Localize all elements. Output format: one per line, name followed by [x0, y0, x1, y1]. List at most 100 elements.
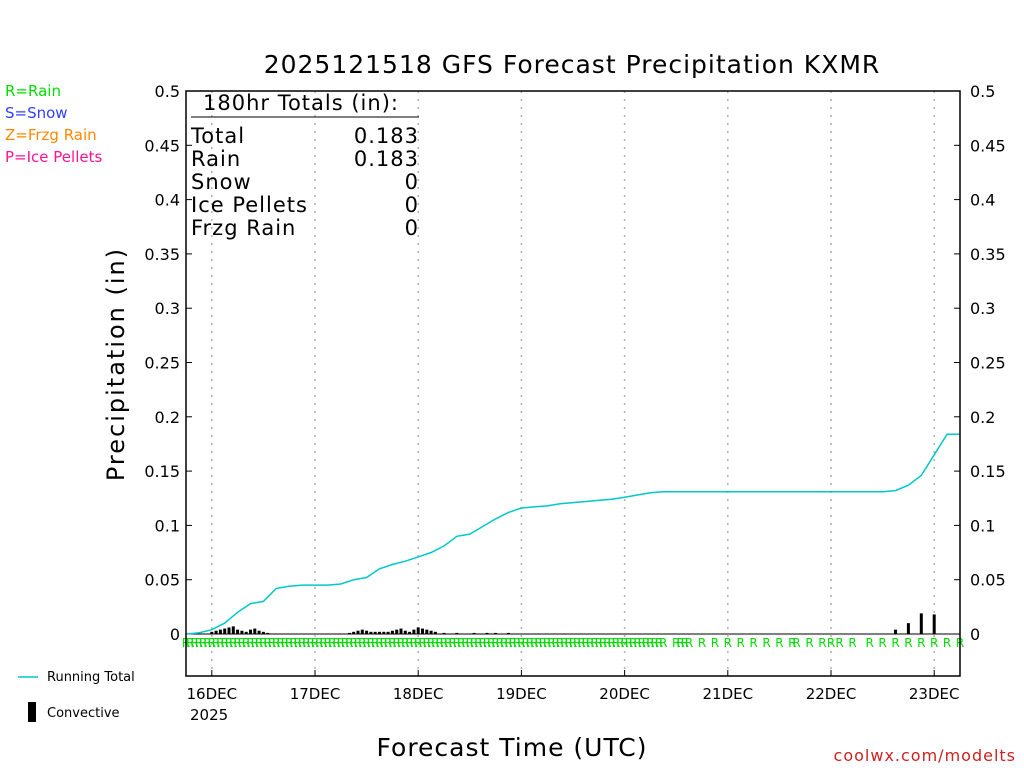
ptype-marker-rain: R [724, 636, 732, 650]
y-tick-label-right: 0.5 [970, 82, 995, 101]
ptype-marker-rain: R [388, 636, 396, 650]
ptype-marker-rain: R [289, 636, 297, 650]
convective-bar [472, 632, 476, 634]
convective-bar [257, 630, 261, 634]
ptype-marker-rain: R [380, 636, 388, 650]
convective-bar [356, 630, 360, 634]
ptype-marker-rain: R [397, 636, 405, 650]
ptype-marker-rain: R [401, 636, 409, 650]
ptype-marker-rain: R [827, 636, 835, 650]
y-tick-label-left: 0.1 [155, 516, 180, 535]
ptype-marker-rain: R [595, 636, 603, 650]
y-tick-label-left: 0.35 [144, 245, 180, 264]
ptype-marker-rain: R [444, 636, 452, 650]
convective-bar [455, 632, 459, 634]
ptype-marker-rain: R [500, 636, 508, 650]
ptype-marker-rain: R [268, 636, 276, 650]
ptype-marker-rain: R [367, 636, 375, 650]
ptype-marker-rain: R [625, 636, 633, 650]
ptype-marker-rain: R [685, 636, 693, 650]
ptype-marker-rain: R [655, 636, 663, 650]
ptype-marker-rain: R [423, 636, 431, 650]
legend-snow: S=Snow [5, 104, 68, 122]
ptype-marker-rain: R [315, 636, 323, 650]
ptype-marker-rain: R [573, 636, 581, 650]
ptype-marker-rain: R [337, 636, 345, 650]
totals-label: Rain [191, 147, 242, 171]
legend-convective: Convective [47, 706, 120, 721]
convective-bar [416, 627, 420, 634]
ptype-marker-rain: R [866, 636, 874, 650]
ptype-marker-rain: R [474, 636, 482, 650]
ptype-marker-rain: R [264, 636, 272, 650]
ptype-marker-rain: R [526, 636, 534, 650]
ptype-marker-rain: R [891, 636, 899, 650]
legend-frzg-rain: Z=Frzg Rain [5, 126, 97, 144]
y-tick-label-left: 0.3 [155, 299, 180, 318]
ptype-marker-rain: R [203, 636, 211, 650]
convective-bar [382, 631, 386, 634]
ptype-marker-rain: R [466, 636, 474, 650]
ptype-marker-rain: R [646, 636, 654, 650]
ptype-marker-rain: R [233, 636, 241, 650]
ptype-marker-rain: R [513, 636, 521, 650]
ptype-marker-rain: R [238, 636, 246, 650]
ptype-marker-rain: R [195, 636, 203, 650]
convective-bar [421, 628, 424, 634]
x-tick-label: 18DEC [393, 685, 444, 703]
ptype-marker-rain: R [565, 636, 573, 650]
y-tick-label-right: 0.2 [970, 408, 995, 427]
convective-bar [223, 628, 227, 634]
ptype-marker-rain: R [659, 636, 667, 650]
ptype-marker-rain: R [461, 636, 469, 650]
ptype-marker-rain: R [328, 636, 336, 650]
ptype-marker-rain: R [530, 636, 538, 650]
ptype-marker-rain: R [629, 636, 637, 650]
ptype-marker-rain: R [672, 636, 680, 650]
y-axis-label: Precipitation (in) [102, 246, 130, 482]
convective-bar [386, 631, 390, 634]
y-tick-label-left: 0.4 [155, 191, 180, 210]
ptype-marker-rain: R [930, 636, 938, 650]
credit-text: coolwx.com/modelts [833, 746, 1016, 765]
y-tick-label-right: 0 [970, 625, 980, 644]
ptype-marker-rain: R [294, 636, 302, 650]
x-tick-label: 16DEC [187, 685, 238, 703]
x-tick-label: 22DEC [806, 685, 857, 703]
ptype-marker-rain: R [281, 636, 289, 650]
ptype-marker-rain: R [487, 636, 495, 650]
totals-label: Frzg Rain [191, 216, 297, 240]
y-tick-label-left: 0.25 [144, 354, 180, 373]
totals-value: 0 [404, 170, 419, 194]
convective-bar [360, 629, 364, 634]
ptype-marker-rain: R [698, 636, 706, 650]
ptype-marker-rain: R [522, 636, 530, 650]
ptype-marker-rain: R [251, 636, 259, 650]
ptype-marker-rain: R [534, 636, 542, 650]
plot-frame [185, 90, 961, 677]
ptype-marker-rain: R [199, 636, 207, 650]
ptype-marker-rain: R [569, 636, 577, 650]
ptype-marker-rain: R [384, 636, 392, 650]
ptype-marker-rain: R [818, 636, 826, 650]
ptype-marker-rain: R [762, 636, 770, 650]
y-tick-label-right: 0.15 [970, 462, 1006, 481]
x-tick-label: 17DEC [290, 685, 341, 703]
totals-title: 180hr Totals (in): [203, 91, 399, 115]
ptype-marker-rain: R [393, 636, 401, 650]
convective-bar [919, 613, 923, 634]
y-tick-label-right: 0.25 [970, 354, 1006, 373]
ptype-marker-rain: R [341, 636, 349, 650]
ptype-marker-rain: R [737, 636, 745, 650]
convective-bar [227, 627, 231, 634]
ptype-marker-rain: R [414, 636, 422, 650]
chart-title: 2025121518 GFS Forecast Precipitation KX… [263, 50, 881, 79]
running-total-line [185, 433, 960, 635]
convective-bar [369, 631, 373, 634]
y-tick-label-right: 0.1 [970, 516, 995, 535]
convective-bar [261, 631, 265, 634]
ptype-marker-rain: R [491, 636, 499, 650]
ptype-marker-rain: R [190, 636, 198, 650]
ptype-marker-rain: R [354, 636, 362, 650]
convective-bar [231, 626, 235, 634]
